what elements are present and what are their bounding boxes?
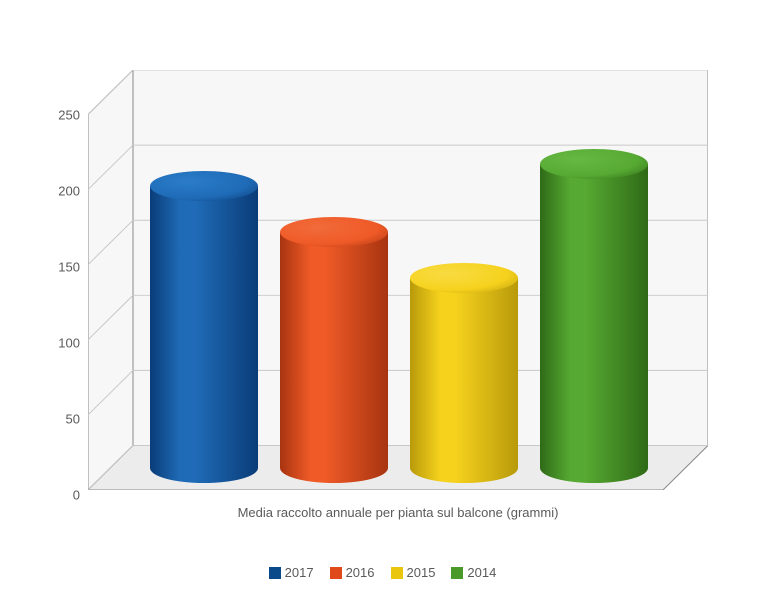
legend-swatch [269,567,281,579]
y-tick-label: 100 [40,336,80,351]
y-tick-label: 200 [40,184,80,199]
legend-swatch [330,567,342,579]
chart-container: 0 50 100 150 200 250 Media raccolto annuale p… [38,20,728,540]
legend-label: 2017 [285,565,314,580]
bar-body [280,232,388,468]
bar-bottom-ellipse [150,453,258,483]
bar-top-ellipse [410,263,518,293]
bar-body [540,164,648,468]
legend: 2017 2016 2015 2014 [0,563,765,581]
legend-item-2016: 2016 [330,564,375,580]
legend-swatch [451,567,463,579]
y-tick-label: 50 [40,412,80,427]
y-tick-label: 150 [40,260,80,275]
y-tick-label: 250 [40,108,80,123]
bar-body [410,278,518,468]
legend-item-2017: 2017 [269,564,314,580]
bar-2017 [150,186,258,467]
bar-body [150,186,258,467]
bar-2016 [280,232,388,468]
bar-top-ellipse [280,217,388,247]
x-axis-label: Media raccolto annuale per pianta sul ba… [88,505,708,520]
bars-holder [88,70,708,490]
plot-area: 050100150200250 Media raccolto annuale p… [88,70,708,490]
legend-swatch [391,567,403,579]
legend-label: 2016 [346,565,375,580]
bar-2014 [540,164,648,468]
y-tick-label: 0 [40,488,80,503]
bar-bottom-ellipse [280,453,388,483]
bar-bottom-ellipse [540,453,648,483]
legend-item-2015: 2015 [391,564,436,580]
bar-bottom-ellipse [410,453,518,483]
bar-top-ellipse [540,149,648,179]
bar-2015 [410,278,518,468]
legend-item-2014: 2014 [451,564,496,580]
legend-label: 2015 [407,565,436,580]
legend-label: 2014 [467,565,496,580]
